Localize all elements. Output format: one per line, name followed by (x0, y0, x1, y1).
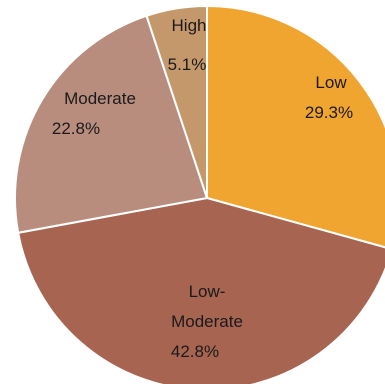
slice-label-2-line-2: Moderate (171, 312, 243, 331)
pie-slice-2 (17, 196, 385, 384)
pie-labels: Low 29.3% Low- Moderate 42.8% Moderate 22.8% Hi… (52, 16, 353, 361)
slice-value-label-2: 42.8% (171, 342, 219, 361)
slice-value-label-3: 22.8% (52, 119, 100, 138)
slice-value-label-4: 5.1% (168, 55, 207, 74)
slice-label-2-line-1: Low- (189, 282, 226, 301)
slice-label-3-line-1: Moderate (64, 89, 136, 108)
pie-slices (14, 4, 385, 384)
pie-slice-3 (14, 14, 209, 234)
slice-value-label-1: 29.3% (305, 103, 353, 122)
slice-label-1-line-1: Low (315, 73, 347, 92)
pie-slice-4 (145, 4, 208, 199)
slice-label-4-line-1: High (172, 16, 207, 35)
pie-slice-1 (206, 4, 385, 249)
